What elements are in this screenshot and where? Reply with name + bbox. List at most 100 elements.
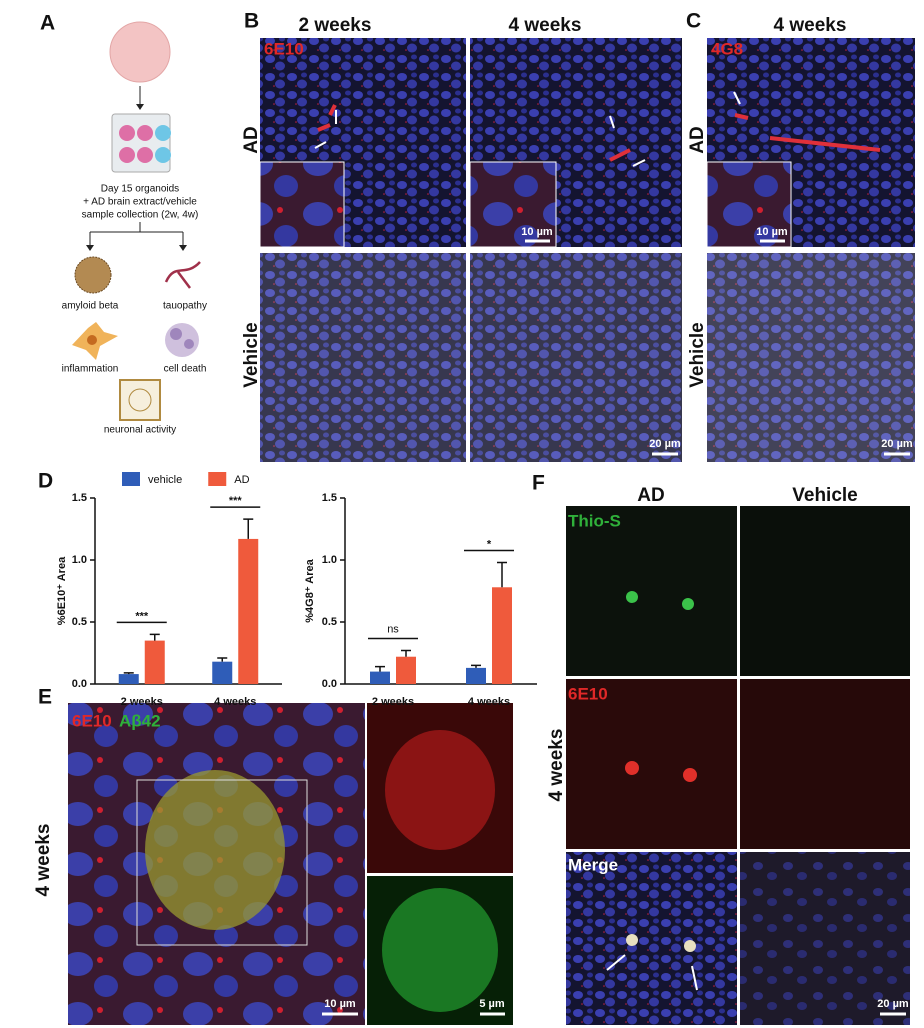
tau-icon <box>164 261 201 289</box>
y-tick-label: 0.5 <box>322 616 337 628</box>
legend-swatch <box>122 472 140 486</box>
column-header: Vehicle <box>792 485 858 506</box>
legend-swatch <box>208 472 227 486</box>
bar <box>118 674 139 684</box>
scale-label: 5 µm <box>479 998 505 1010</box>
channel-label: Thio-S <box>568 511 621 530</box>
amyloid-icon <box>74 256 112 294</box>
column-header: AD <box>637 485 664 506</box>
channel-label: Merge <box>568 855 618 874</box>
well <box>137 147 153 163</box>
significance-label: *** <box>135 610 149 622</box>
scale-label: 10 µm <box>324 998 356 1010</box>
y-tick-label: 0.0 <box>72 678 87 690</box>
micrograph <box>740 679 910 849</box>
arrowhead <box>86 245 187 251</box>
row-label: 4 weeks <box>546 729 567 802</box>
bar <box>492 587 512 684</box>
column-header: 4 weeks <box>774 15 847 36</box>
micrograph <box>470 253 682 462</box>
well <box>119 125 135 141</box>
bar <box>466 667 486 684</box>
inset <box>259 161 345 248</box>
micrograph <box>740 506 910 676</box>
panel-letter: C <box>686 10 701 33</box>
inset <box>706 161 792 248</box>
step-text: sample collection (2w, 4w) <box>82 210 199 221</box>
stain-label: Aβ42 <box>119 711 161 730</box>
signal <box>626 934 638 946</box>
y-tick-label: 1.5 <box>72 492 87 504</box>
micrograph <box>566 852 737 1025</box>
inset <box>469 161 557 248</box>
column-header: 2 weeks <box>299 15 372 36</box>
micrograph <box>566 679 737 849</box>
y-tick-label: 0.0 <box>322 678 337 690</box>
step-text: Day 15 organoids <box>101 184 179 195</box>
stain-label: 6E10 <box>264 39 304 58</box>
signal <box>684 940 696 952</box>
y-tick-label: 0.5 <box>72 616 87 628</box>
mea-icon <box>128 388 152 412</box>
y-tick-label: 1.0 <box>322 554 337 566</box>
plate <box>111 113 171 173</box>
outcome: tauopathy <box>163 301 207 312</box>
inflammation-icon <box>87 335 97 345</box>
row-label: Vehicle <box>687 322 708 388</box>
well <box>119 147 135 163</box>
x-tick-label: 4 weeks <box>468 696 510 708</box>
panel-letter: A <box>40 12 55 35</box>
signal <box>385 730 495 850</box>
row-label: AD <box>241 126 262 153</box>
micrograph <box>707 253 915 462</box>
signal <box>682 598 694 610</box>
micrograph <box>566 506 737 676</box>
signal <box>683 768 697 782</box>
error-bar <box>243 518 254 539</box>
error-bar <box>471 664 481 668</box>
arrowhead <box>136 104 144 110</box>
scale-label: 20 µm <box>881 438 913 450</box>
step-text: + AD brain extract/vehicle <box>83 197 197 208</box>
signal <box>382 888 498 1012</box>
plaque <box>145 770 285 930</box>
scale-label: 10 µm <box>756 226 788 238</box>
cell-death-icon <box>170 328 182 340</box>
stain-label: 4G8 <box>711 39 743 58</box>
bar <box>144 640 165 684</box>
bar <box>212 661 233 684</box>
y-axis-label: %4G8⁺ Area <box>304 558 316 622</box>
x-tick-label: 4 weeks <box>214 696 256 708</box>
signal <box>734 113 881 152</box>
well <box>155 125 171 141</box>
outcome: neuronal activity <box>104 425 176 436</box>
arrow <box>314 110 646 167</box>
panel-letter: F <box>532 472 545 495</box>
outcome: inflammation <box>62 364 119 375</box>
outcome: cell death <box>164 364 207 375</box>
panel-letter: E <box>38 686 52 709</box>
schematic <box>72 21 201 421</box>
cell-death-icon <box>184 339 194 349</box>
arrow <box>733 91 741 105</box>
error-bar <box>401 649 411 657</box>
legend-label: AD <box>234 474 249 486</box>
panel-letter: B <box>244 10 259 33</box>
arrow <box>606 954 698 991</box>
y-axis-label: %6E10⁺ Area <box>56 556 68 625</box>
column-header: 4 weeks <box>509 15 582 36</box>
error-bar <box>375 665 385 672</box>
bar <box>238 538 259 684</box>
row-label: AD <box>687 126 708 153</box>
significance-label: ns <box>387 623 399 635</box>
micrograph <box>260 253 466 462</box>
stain-label: 6E10 <box>72 711 112 730</box>
row-label: Vehicle <box>241 322 262 388</box>
significance-label: *** <box>229 495 243 507</box>
error-bar <box>149 633 160 641</box>
row-label: 4 weeks <box>33 824 54 897</box>
y-tick-label: 1.5 <box>322 492 337 504</box>
scale-label: 20 µm <box>649 438 681 450</box>
zoom-box <box>136 779 308 946</box>
